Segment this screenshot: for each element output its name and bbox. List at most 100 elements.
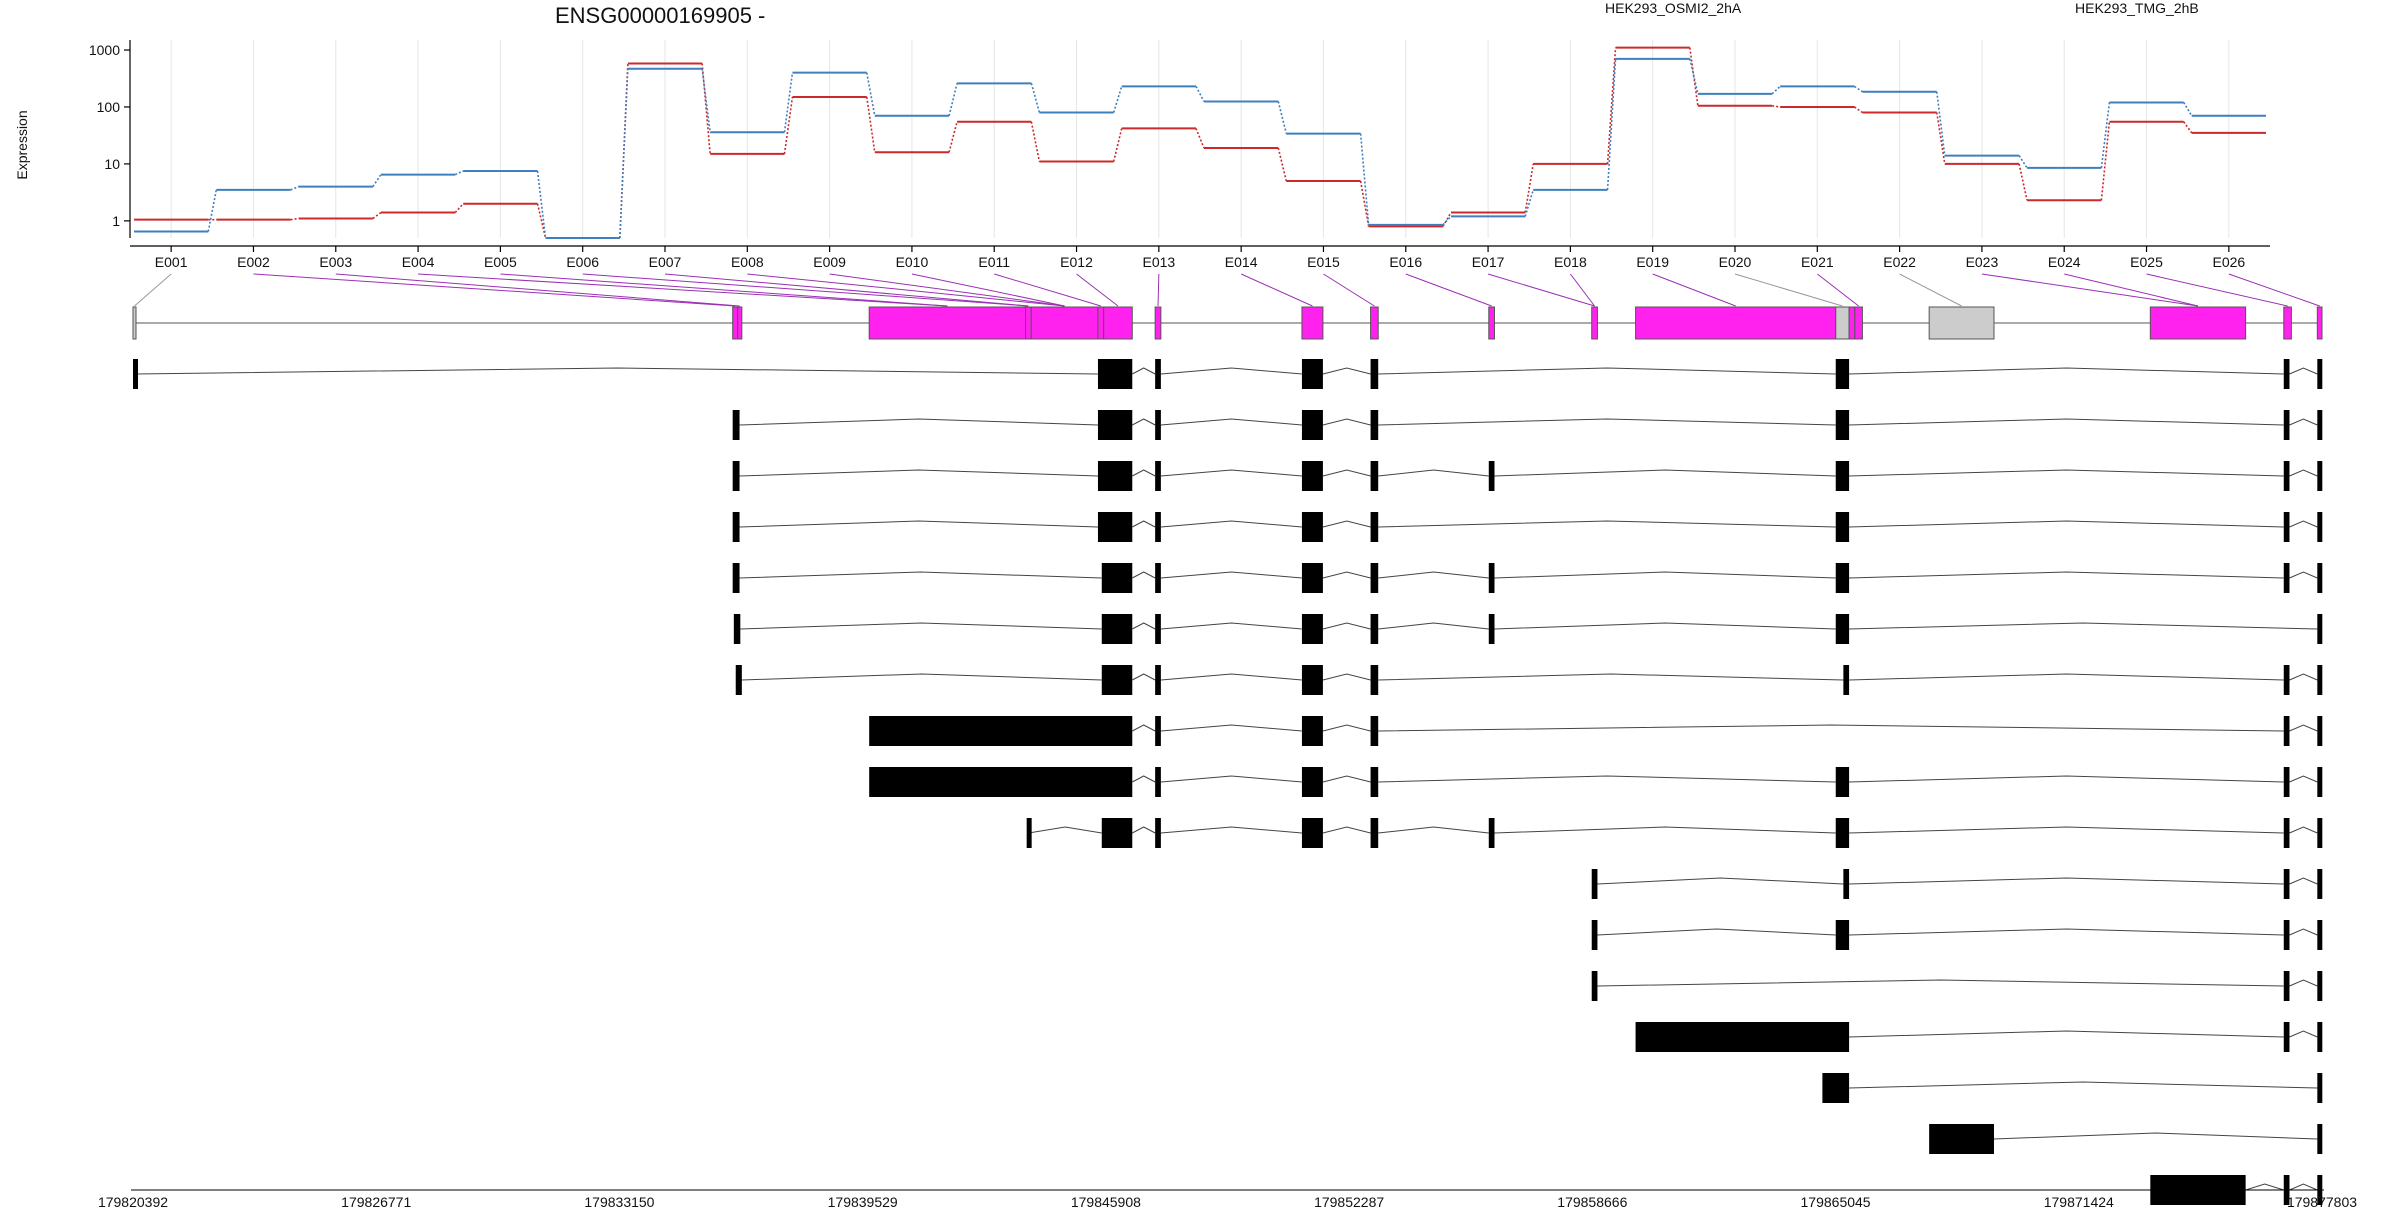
transcript-exon	[732, 461, 740, 491]
exon-connector	[1569, 273, 1595, 307]
intron-line	[1849, 826, 2284, 834]
transcript-exon	[1370, 410, 1379, 440]
intron-line	[1132, 622, 1156, 630]
transcript-exon	[2317, 563, 2323, 593]
x-tick-label: E007	[649, 254, 682, 270]
exon-connector	[1652, 273, 1736, 307]
x-tick-label: E011	[978, 254, 1010, 270]
intron-line	[2289, 520, 2318, 528]
intron-line	[1322, 469, 1371, 477]
intron-line	[1132, 775, 1156, 783]
transcript-exon	[2317, 512, 2323, 542]
exon-block	[1928, 306, 1995, 340]
series-connector	[1854, 106, 1863, 114]
intron-line	[1378, 571, 1489, 579]
transcript-exon	[1591, 869, 1598, 899]
series-connector	[290, 217, 299, 221]
transcript-exon	[1835, 920, 1850, 950]
x-tick-label: E003	[319, 254, 352, 270]
exon-connector	[500, 273, 948, 307]
transcript-exon	[2283, 716, 2290, 746]
transcript-row	[869, 716, 2323, 746]
intron-line	[1378, 673, 1844, 681]
series-connector	[1689, 47, 1699, 106]
series-connector	[1606, 47, 1617, 164]
transcript-exon	[732, 512, 740, 542]
intron-line	[1378, 469, 1489, 477]
x-tick-label: E023	[1966, 254, 1999, 270]
transcript-exon	[1155, 767, 1161, 797]
transcript-row	[1822, 1073, 2323, 1103]
exon-connector	[335, 273, 740, 307]
intron-line	[1849, 775, 2284, 783]
genomic-tick-label: 179877803	[2287, 1194, 2357, 1210]
exon-connector	[1899, 273, 1962, 307]
series-connector	[701, 63, 711, 154]
x-tick-label: E008	[731, 254, 764, 270]
intron-line	[1160, 520, 1302, 528]
intron-line	[135, 367, 1098, 375]
transcript-exon	[1301, 512, 1323, 542]
transcript-exon	[2283, 359, 2290, 389]
transcript-exon	[2317, 818, 2323, 848]
x-tick-label: E005	[484, 254, 517, 270]
series-connector	[1195, 85, 1205, 102]
intron-line	[1160, 724, 1302, 732]
intron-line	[1849, 928, 2284, 936]
transcript-exon	[1155, 614, 1161, 644]
transcript-exon	[2283, 869, 2290, 899]
intron-line	[1378, 724, 2284, 732]
x-tick-label: E001	[155, 254, 188, 270]
transcript-exon	[1155, 512, 1161, 542]
transcript-exon	[1026, 818, 1032, 848]
genomic-tick-label: 179839529	[828, 1194, 898, 1210]
transcript-exon	[2317, 359, 2323, 389]
intron-line	[739, 571, 1102, 579]
intron-line	[2289, 571, 2318, 579]
series-connector	[372, 174, 382, 188]
intron-line	[1849, 418, 2284, 426]
transcript-row	[1929, 1124, 2323, 1154]
exon-block	[868, 306, 1027, 340]
transcript-exon	[2283, 1022, 2290, 1052]
exon-block	[1030, 306, 1099, 340]
x-tick-label: E002	[237, 254, 270, 270]
exon-block	[2316, 306, 2323, 340]
series-connector	[1524, 163, 1535, 213]
intron-line	[1849, 571, 2284, 579]
exon-connector	[1076, 273, 1119, 307]
intron-line	[1160, 826, 1302, 834]
exon-connector	[134, 273, 172, 307]
series-connector	[372, 211, 382, 220]
transcript-exon	[1370, 767, 1379, 797]
intron-line	[1849, 877, 2284, 885]
transcript-row	[733, 614, 2323, 644]
intron-line	[2245, 1183, 2284, 1191]
series-connector	[1359, 180, 1370, 227]
intron-line	[1132, 418, 1156, 426]
intron-line	[1160, 367, 1302, 375]
intron-line	[739, 418, 1098, 426]
x-tick-label: E024	[2048, 254, 2081, 270]
series-connector	[454, 170, 464, 176]
transcript-exon	[1370, 665, 1379, 695]
transcript-exon	[869, 716, 1133, 746]
series-connector	[1277, 147, 1288, 182]
exon-block	[1488, 306, 1495, 340]
intron-line	[1160, 673, 1302, 681]
transcript-exon	[1929, 1124, 1994, 1154]
transcript-exon	[1370, 716, 1379, 746]
x-tick-label: E017	[1472, 254, 1505, 270]
intron-line	[2289, 979, 2318, 987]
exon-connector	[418, 273, 948, 307]
transcript-exon	[732, 563, 740, 593]
series-connector	[948, 121, 958, 153]
x-tick-label: E015	[1307, 254, 1340, 270]
exon-connector	[1487, 273, 1595, 307]
exon-connector	[1405, 273, 1492, 307]
transcript-exon	[1155, 665, 1161, 695]
intron-line	[1378, 826, 1489, 834]
transcript-exon	[1488, 563, 1495, 593]
legend-entry-tmg: HEK293_TMG_2hB	[2075, 0, 2199, 16]
intron-line	[739, 520, 1098, 528]
